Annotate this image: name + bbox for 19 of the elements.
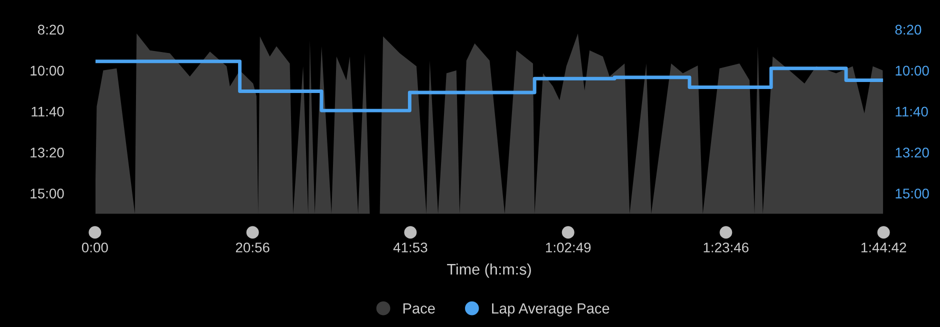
y-tick-label: 13:20 (30, 148, 64, 158)
y2-tick-label: 13:20 (896, 148, 929, 158)
legend-label: Lap Average Pace (492, 303, 610, 316)
legend-label: Pace (403, 303, 435, 314)
y-tick-label: 8:20 (38, 24, 64, 35)
x-tick-label: 1:23:46 (704, 242, 748, 252)
x-axis-title: Time (h:m:s) (447, 263, 531, 278)
y2-tick-label: 15:00 (896, 188, 929, 198)
x-tick-label: 20:56 (236, 242, 270, 252)
y-tick-label: 10:00 (30, 66, 64, 76)
x-tick-label: 41:53 (393, 242, 428, 252)
x-tick-label: 1:44:42 (861, 242, 906, 252)
y2-tick-label: 11:40 (896, 106, 928, 117)
x-tick-label: 0:00 (82, 242, 108, 252)
x-tick-label: 1:02:49 (546, 242, 591, 252)
y2-tick-label: 10:00 (896, 66, 929, 76)
y-tick-label: 11:40 (32, 106, 64, 117)
y-tick-label: 15:00 (30, 188, 64, 198)
y2-tick-label: 8:20 (895, 24, 922, 35)
